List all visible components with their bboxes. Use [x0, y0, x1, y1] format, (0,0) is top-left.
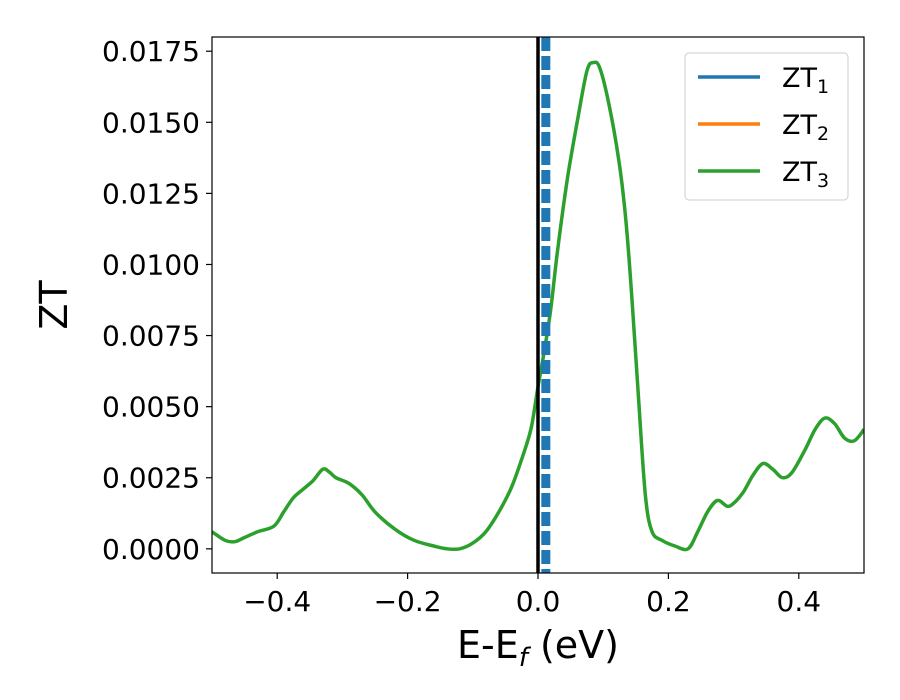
- legend-box: [684, 52, 849, 201]
- y-tick-label: 0.0025: [102, 462, 200, 495]
- y-axis: 0.0000 0.0025 0.0050 0.0075 0.0100 0.0125 0.01…: [102, 35, 212, 566]
- x-tick-label: −0.2: [374, 585, 442, 618]
- legend: ZT1 ZT2 ZT3: [684, 52, 849, 201]
- plot-area: [212, 37, 864, 573]
- x-axis-title-unit: (eV): [528, 623, 619, 667]
- legend-label-zt1: ZT1: [782, 63, 829, 98]
- x-axis-title-main: E-E: [457, 623, 519, 667]
- y-tick-label: 0.0175: [102, 35, 200, 68]
- x-tick-label: 0.4: [777, 585, 822, 618]
- x-tick-label: −0.4: [243, 585, 311, 618]
- y-tick-label: 0.0000: [102, 533, 200, 566]
- x-axis-title: E-Ef (eV): [457, 623, 619, 673]
- y-tick-label: 0.0050: [102, 391, 200, 424]
- y-tick-label: 0.0100: [102, 248, 200, 281]
- series-line-zt3: [212, 60, 864, 552]
- y-axis-title: ZT: [32, 280, 76, 330]
- legend-label-zt3: ZT3: [782, 157, 829, 192]
- y-tick-label: 0.0150: [102, 106, 200, 139]
- x-tick-label: 0.0: [516, 585, 561, 618]
- y-tick-label: 0.0125: [102, 177, 200, 210]
- x-axis: −0.4 −0.2 0.0 0.2 0.4: [243, 573, 821, 618]
- legend-label-zt2: ZT2: [782, 110, 829, 145]
- y-tick-label: 0.0075: [102, 320, 200, 353]
- x-tick-label: 0.2: [646, 585, 691, 618]
